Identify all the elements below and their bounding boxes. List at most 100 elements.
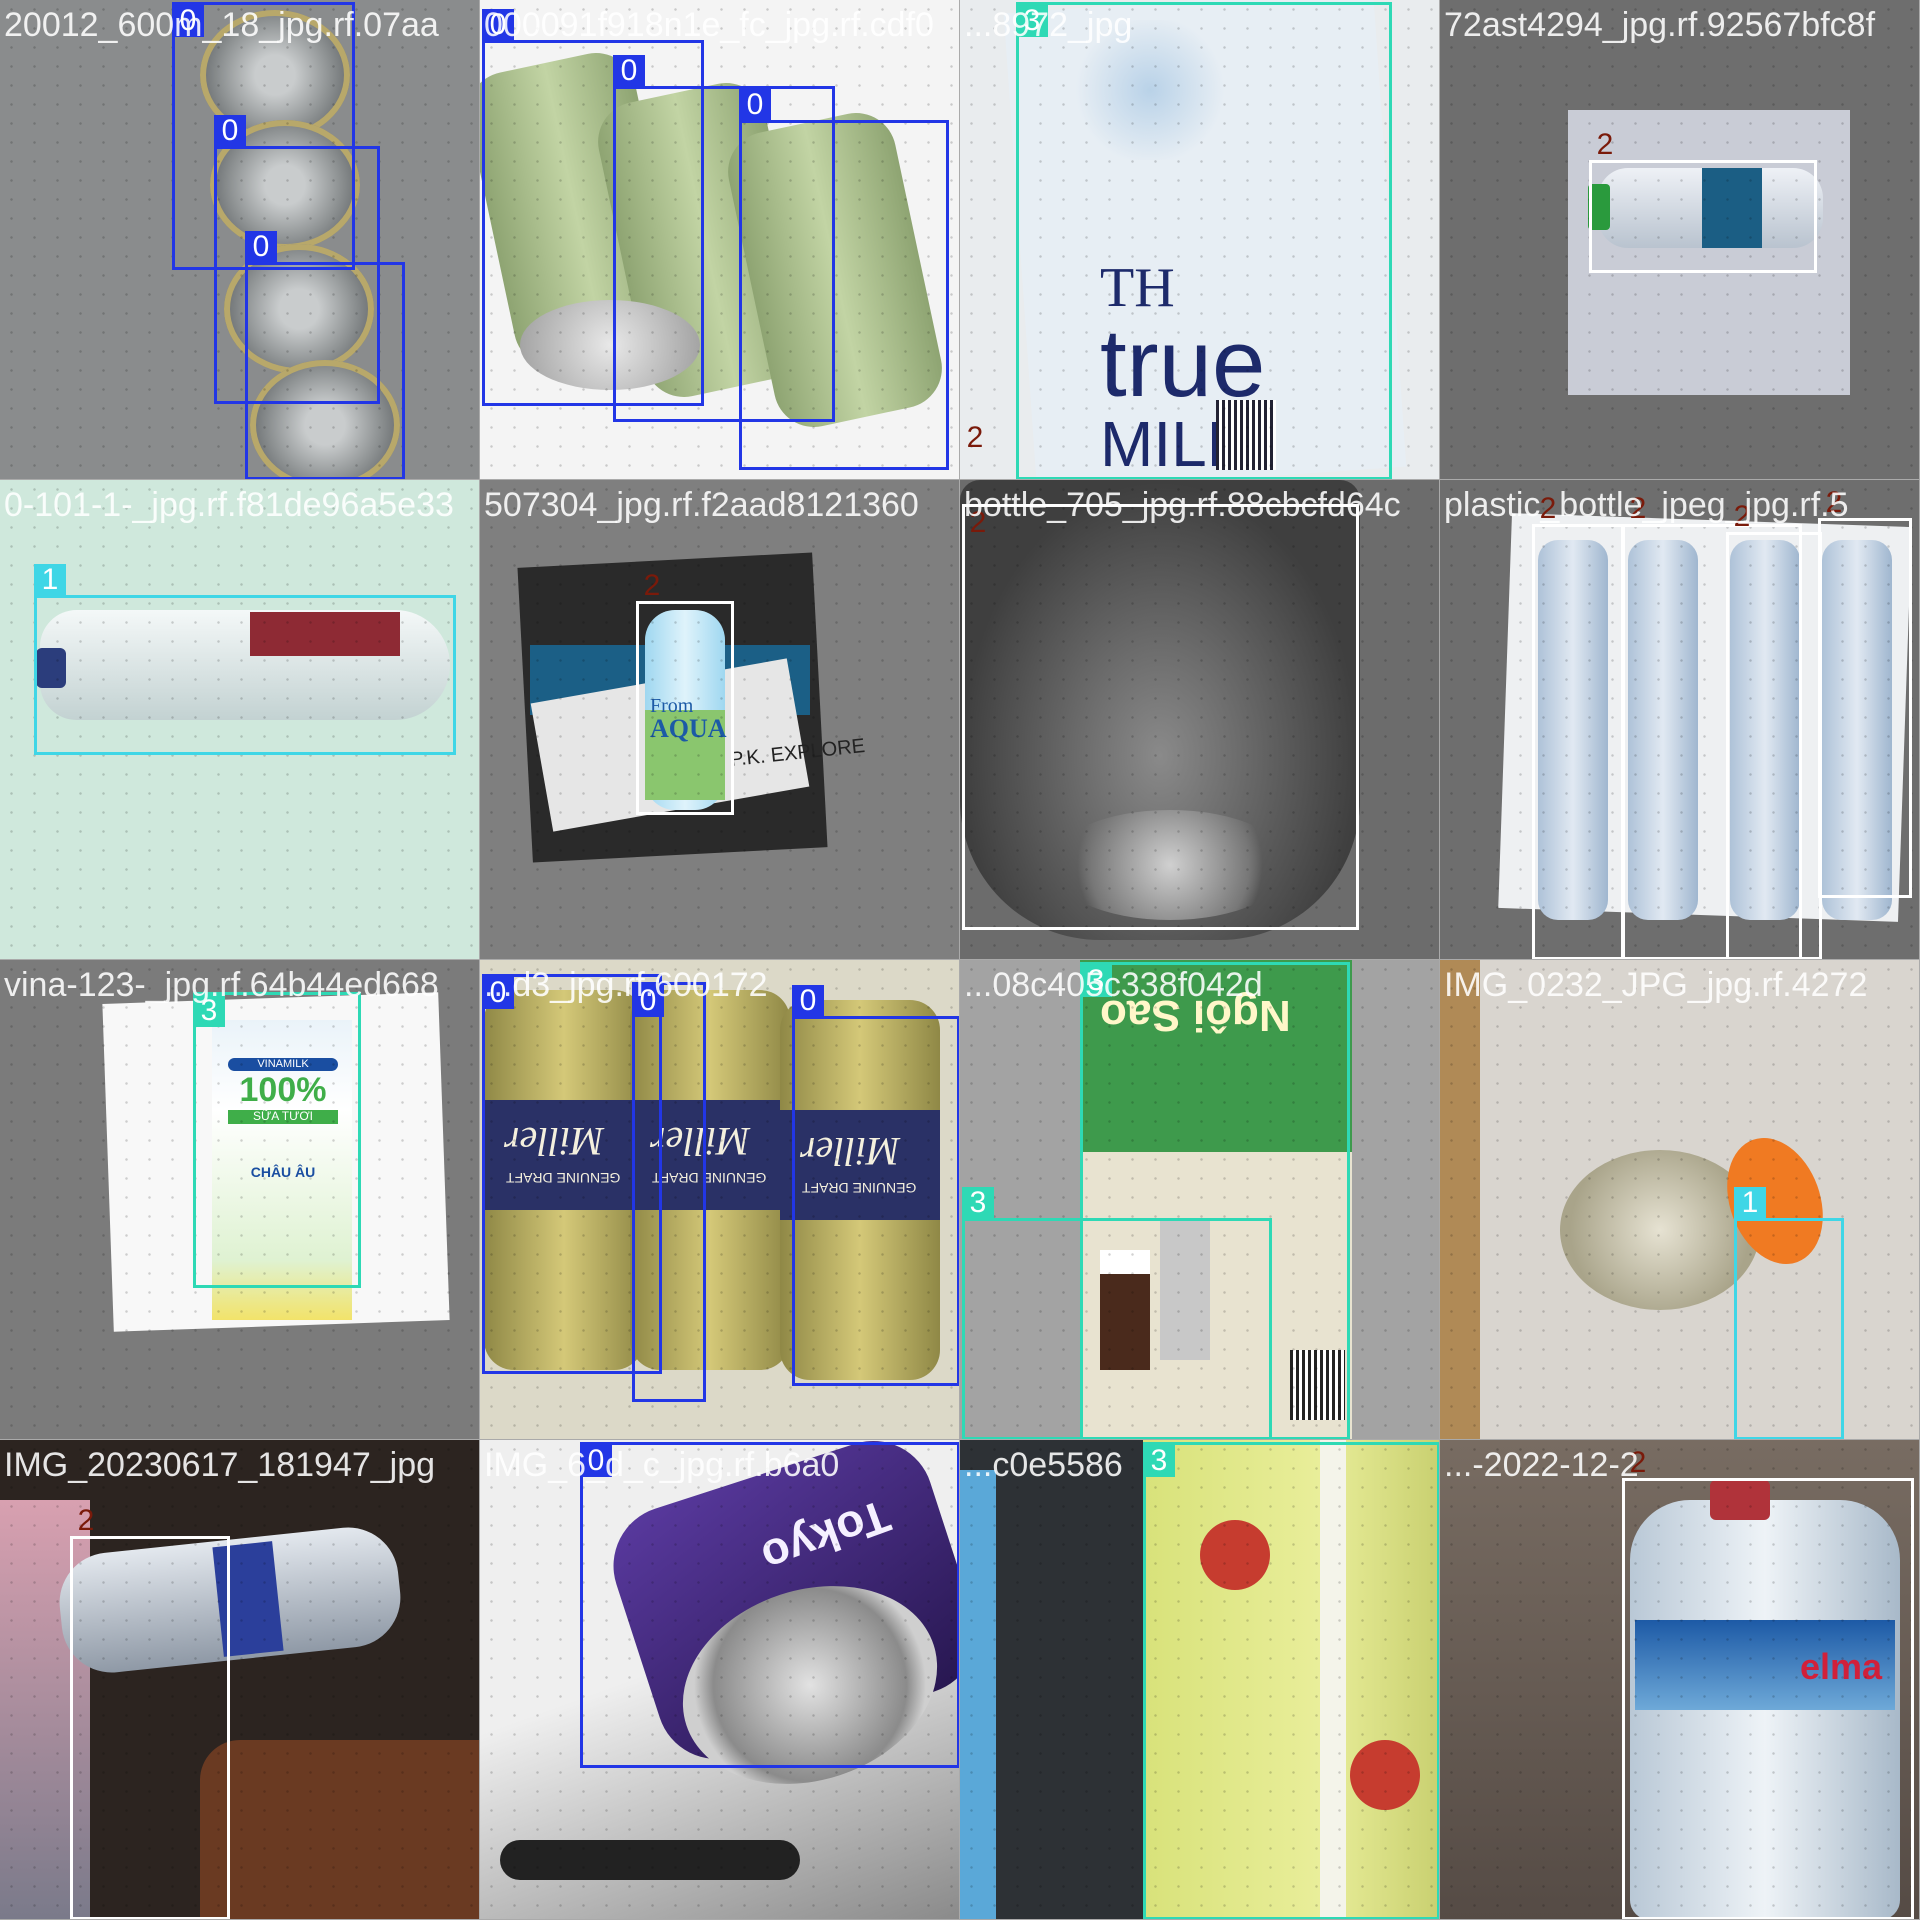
detection-box: 0 [245, 231, 405, 479]
tile-filename: 0-101-1-_jpg.rf.f81de96a5e33 [4, 486, 454, 524]
mosaic-tile: 000091f918n1e_fc_jpg.rf.cdf0 0 0 0 [480, 0, 960, 480]
mosaic-tile: IMG_20230617_181947_jpg 2 [0, 1440, 480, 1920]
tile-filename: ...c0e5586 [964, 1446, 1123, 1484]
tile-filename: 20012_600m_18_jpg.rf.07aa [4, 6, 439, 44]
detection-class-label: 0 [739, 89, 771, 121]
detection-class-label: 2 [77, 1504, 95, 1537]
tile-filename: ...-2022-12-2 [1444, 1446, 1639, 1484]
can-top [250, 360, 400, 479]
bottle-label [250, 612, 400, 656]
mosaic-tile: Miller GENUINE DRAFT Miller GENUINE DRAFT Mi… [480, 960, 960, 1440]
mosaic-tile: 20012_600m_18_jpg.rf.07aa 0 0 0 [0, 0, 480, 480]
detection-class-label: 1 [1734, 1187, 1766, 1219]
brand-elma: elma [1800, 1646, 1883, 1687]
can-top [224, 244, 374, 374]
detection-box: 0 [792, 985, 959, 1386]
bottle-text: From AQUA [650, 696, 727, 742]
crushed-bottle [1822, 540, 1892, 920]
detection-class-label: 3 [193, 995, 225, 1027]
tile-filename: IMG_20230617_181947_jpg [4, 1446, 436, 1484]
bottle-label [1702, 168, 1762, 248]
detection-box: 0 [613, 55, 835, 422]
detection-class-label: 2 [1825, 486, 1843, 519]
detection-box: 3 [962, 1187, 1272, 1439]
detection-box: 1 [34, 564, 456, 755]
barcode [1216, 400, 1276, 470]
mosaic-tile: VINAMILK 100% SỮA TƯƠI CHÂU ÂU vina-123-_jpg… [0, 960, 480, 1440]
detection-box: 2 [962, 504, 1359, 930]
mosaic-tile: Ngôi Sao ...08c405c338f042d 3 3 [960, 960, 1440, 1440]
detection-class-label: 2 [1539, 492, 1557, 525]
tile-filename: IMG_0232_JPG_jpg.rf.4272 [1444, 966, 1868, 1004]
detection-class-label: 2 [969, 506, 987, 539]
mosaic-tile: elma ...-2022-12-2 2 [1440, 1440, 1920, 1920]
brand-true: true [1100, 310, 1266, 417]
tile-filename: ...d3_jpg.rf.600172 [484, 966, 768, 1004]
detection-class-label: 3 [962, 1187, 994, 1219]
bottle-label [1635, 1620, 1895, 1710]
bottle-label [645, 710, 725, 800]
tile-filename: 507304_jpg.rf.f2aad8121360 [484, 486, 919, 524]
bottle-cap [36, 648, 66, 688]
tile-filename: ...08c405c338f042d [964, 966, 1263, 1004]
detection-class-label: 0 [245, 231, 277, 263]
detection-box: 0 [482, 9, 704, 406]
coffee-cup [1100, 1250, 1150, 1370]
detection-class-label: 0 [482, 977, 514, 1009]
detection-box: 2 [1532, 493, 1624, 959]
detection-box: 2 [1622, 493, 1802, 959]
machine-rail [960, 1470, 996, 1919]
detection-box: 0 [739, 89, 949, 470]
detection-class-label: 3 [1080, 965, 1112, 997]
detection-class-label: 0 [482, 9, 514, 41]
brand-th: TH [1100, 257, 1175, 319]
detection-box: 2 [70, 1505, 230, 1919]
detection-box: 3 [1016, 2, 1392, 479]
detection-class-label: 0 [214, 115, 246, 147]
detection-class-label: 0 [613, 55, 645, 87]
text-sua-tuoi: SỮA TƯƠI [228, 1109, 338, 1124]
detection-box: 2 [1622, 1447, 1914, 1919]
detection-class-label: 0 [632, 985, 664, 1017]
detection-class-label: 2 [1596, 128, 1614, 161]
detection-box: 1 [1734, 1187, 1844, 1439]
can-band [630, 1100, 790, 1210]
bottle-base [1050, 810, 1290, 920]
barcode [1290, 1350, 1345, 1420]
detection-class-label: 0 [580, 1445, 612, 1477]
tile-filename: 000091f918n1e_fc_jpg.rf.cdf0 [484, 6, 934, 44]
detection-class-label: 3 [1016, 5, 1048, 37]
photo-bg [1568, 110, 1850, 395]
detection-class-label: 2 [1629, 492, 1647, 525]
detection-class-label: 2 [966, 421, 984, 454]
detection-class-label: 0 [172, 5, 204, 37]
detection-class-label: 2 [1733, 500, 1751, 533]
detection-box: 0 [482, 974, 662, 1374]
mosaic-tile: TH true MILK ...8972_jpg 3 2 [960, 0, 1440, 480]
mosaic-tile: IMG_0232_JPG_jpg.rf.4272 1 [1440, 960, 1920, 1440]
detection-class-label: 2 [643, 569, 661, 602]
detection-box: 0 [214, 115, 380, 404]
tile-filename: IMG_6_d_c_jpg.rf.b6a0 [484, 1446, 840, 1484]
carton-logo [1200, 1520, 1270, 1590]
text-aqua: AQUA [650, 714, 727, 743]
text-chau-au: CHÂU ÂU [250, 1163, 316, 1180]
mosaic-tile: From AQUA P.K. EXPLORE 507304_jpg.rf.f2aad8… [480, 480, 960, 960]
detection-box: 3 [193, 992, 361, 1288]
mosaic-tile: plastic_bottle_jpeg_jpg.rf.5 2 2 2 2 [1440, 480, 1920, 960]
can-lid [520, 300, 700, 390]
detection-class-label: 1 [34, 564, 66, 596]
carton-logo [1350, 1740, 1420, 1810]
carton-text: VINAMILK 100% SỮA TƯƠI CHÂU ÂU [228, 1058, 338, 1180]
detection-class-label: 0 [792, 985, 824, 1017]
detection-box: 2 [1589, 129, 1817, 273]
wood-edge [1440, 960, 1480, 1439]
mosaic-tile: 0-101-1-_jpg.rf.f81de96a5e33 1 [0, 480, 480, 960]
crushed-bottle [1628, 540, 1698, 920]
can-band [484, 1100, 644, 1210]
mosaic-tile: bottle_705_jpg.rf.88cbcfd64c 2 [960, 480, 1440, 960]
mosaic-tile: Tokyo IMG_6_d_c_jpg.rf.b6a0 0 [480, 1440, 960, 1920]
cable [500, 1840, 800, 1880]
detection-box: 2 [1818, 487, 1912, 898]
